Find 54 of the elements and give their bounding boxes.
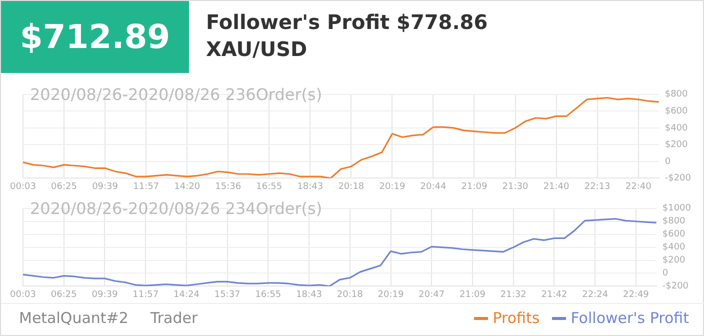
y-tick-label: 0 [662, 268, 668, 279]
y-tick-label: -$200 [662, 282, 689, 292]
x-tick-label: 11:57 [132, 290, 159, 300]
x-tick-label: 09:39 [92, 182, 118, 192]
y-tick-label: $200 [664, 140, 688, 150]
x-tick-label: 20:19 [379, 182, 406, 192]
x-tick-label: 21:32 [500, 290, 526, 300]
y-tick-label: -$200 [664, 174, 692, 184]
x-tick-label: 06:25 [51, 182, 77, 192]
text: MetalQuant#2 [19, 309, 128, 327]
chart-title: Follower's Profit $778.86 [206, 10, 488, 34]
legend-label: Follower's Profit [570, 309, 689, 327]
x-tick-label: 00:03 [10, 290, 36, 300]
y-tick-label: $800 [662, 216, 686, 227]
x-tick-label: 22:40 [625, 182, 652, 192]
y-tick-label: $600 [662, 230, 686, 240]
x-tick-label: 18:43 [296, 290, 322, 300]
y-tick-label: $800 [664, 90, 688, 100]
x-tick-label: 22:49 [622, 290, 650, 300]
annotation: 2020/08/26-2020/08/26 234Order(s) [30, 199, 322, 218]
y-tick-label: 0 [664, 156, 671, 167]
y-tick-label: $600 [664, 106, 688, 117]
x-tick-label: 14:20 [174, 182, 200, 192]
x-tick-label: 21:40 [543, 182, 570, 192]
x-tick-label: 00:03 [10, 182, 36, 192]
x-tick-label: 16:55 [256, 182, 282, 192]
x-tick-label: 20:18 [338, 182, 364, 192]
y-tick-label: $1000 [662, 204, 692, 214]
x-tick-label: 21:30 [502, 182, 529, 192]
y-tick-label: $400 [664, 123, 688, 134]
legend-label: Profits [492, 309, 540, 327]
x-tick-label: 20:47 [418, 290, 445, 300]
y-tick-label: $400 [662, 242, 686, 253]
x-tick-label: 06:25 [50, 290, 77, 300]
x-tick-label: 20:19 [378, 290, 404, 300]
x-tick-label: 21:42 [541, 290, 568, 300]
x-tick-label: 20:44 [420, 182, 446, 192]
x-tick-label: 09:39 [92, 290, 118, 300]
y-tick-label: $200 [662, 256, 686, 266]
x-tick-label: 22:24 [582, 290, 608, 300]
x-tick-label: 20:18 [336, 290, 364, 300]
x-tick-label: 14:24 [173, 290, 200, 300]
x-tick-label: 11:57 [133, 182, 160, 192]
x-tick-label: 21:09 [461, 182, 488, 192]
x-tick-label: 15:37 [214, 290, 240, 300]
x-tick-label: 21:09 [460, 290, 486, 300]
x-tick-label: 22:13 [584, 182, 610, 192]
x-tick-label: 18:43 [297, 182, 324, 192]
text: $712.89 [1, 1, 189, 73]
x-tick-label: 16:55 [255, 290, 282, 300]
annotation: 2020/08/26-2020/08/26 236Order(s) [30, 85, 322, 104]
text: Trader [150, 309, 198, 327]
chart-subtitle: XAU/USD [206, 37, 308, 61]
x-tick-label: 15:36 [215, 182, 242, 192]
